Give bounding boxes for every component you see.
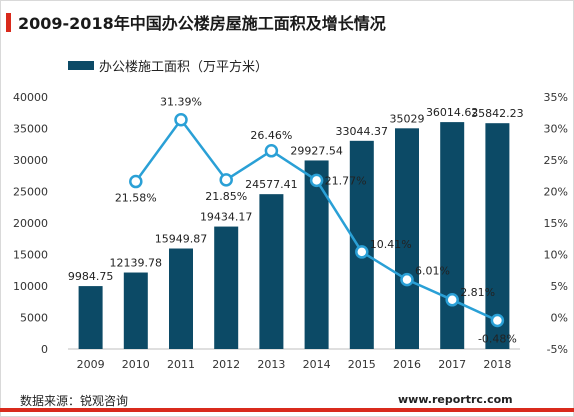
line-value-label: 21.58% [115,192,157,205]
line-point-marker [400,272,414,287]
line-value-label: 10.41% [370,238,412,251]
y-left-tick-label: 40000 [13,91,48,104]
bar-value-label: 24577.41 [245,178,298,191]
legend-label: 办公楼施工面积（万平方米） [99,59,268,75]
bar [78,286,103,349]
bar-value-label: 15949.87 [155,233,208,246]
y-axis-right: -5% 0% 5% 10% 15% 20% 25% 30% 35% [544,91,568,356]
bar-series [78,122,510,349]
data-source-note: 数据来源：锐观咨询 [20,394,129,408]
y-right-tick-label: 5% [551,280,568,293]
x-axis: 2009 2010 2011 2012 2013 2014 2015 2016 2017 2018 [68,348,520,371]
growth-line-series [129,112,505,328]
y-right-tick-label: 15% [544,217,568,230]
bar-value-label: 29927.54 [290,144,343,157]
bar [259,194,284,349]
x-tick-label: 2009 [77,358,105,371]
x-tick-label: 2017 [438,358,466,371]
website-url[interactable]: www.reportrc.com [398,393,513,406]
y-right-tick-label: 10% [544,249,568,262]
line-value-label: 31.39% [160,96,202,109]
legend: 办公楼施工面积（万平方米） [68,59,268,75]
bar [214,226,239,349]
bar-value-label: 33044.37 [336,125,389,138]
line-point-marker [219,173,233,187]
bar [440,122,465,349]
line-value-label: 21.77% [325,174,367,187]
line-point-marker [309,173,324,188]
bar [485,123,510,349]
y-right-tick-label: 35% [544,91,568,104]
bar-data-labels: 9984.7512139.7815949.8719434.1724577.412… [68,106,524,283]
y-left-tick-label: 35000 [13,123,48,136]
title-accent-bar [6,13,11,32]
y-left-tick-label: 0 [41,343,48,356]
line-value-label: 21.85% [205,190,247,203]
bar [123,272,148,349]
y-right-tick-label: 30% [544,123,568,136]
bar-value-label: 35842.23 [471,107,524,120]
y-left-tick-label: 20000 [13,217,48,230]
bar-value-label: 35029 [390,112,425,125]
bar-value-label: 9984.75 [68,270,114,283]
y-right-tick-label: 0% [551,312,568,325]
line-point-marker [264,144,279,158]
line-value-label: 26.46% [250,129,292,142]
legend-swatch [68,61,94,70]
x-tick-label: 2014 [303,358,331,371]
y-left-tick-label: 5000 [20,312,48,325]
y-left-tick-label: 10000 [13,280,48,293]
y-right-tick-label: -5% [547,343,568,356]
x-tick-label: 2013 [257,358,285,371]
x-tick-label: 2012 [212,358,240,371]
x-tick-label: 2018 [483,358,511,371]
y-left-tick-label: 30000 [13,154,48,167]
bar-value-label: 36014.62 [426,106,479,119]
y-left-tick-label: 25000 [13,186,48,199]
line-value-label: 2.81% [460,286,495,299]
bar-value-label: 19434.17 [200,211,253,224]
line-value-label: 6.01% [415,265,450,278]
bottom-accent-rule [0,408,574,412]
x-tick-label: 2011 [167,358,195,371]
line-point-marker [129,174,143,189]
x-tick-label: 2016 [393,358,421,371]
bar [169,248,193,349]
bar [395,128,419,349]
line-data-labels: 21.58% 31.39% 21.85% 26.46% 21.77% 10.41% 6.01… [115,96,517,346]
x-tick-label: 2010 [122,358,150,371]
x-tick-label: 2015 [348,358,376,371]
bar-value-label: 12139.78 [110,257,163,270]
bar [349,140,374,349]
line-value-label: -0.48% [478,333,517,346]
y-left-tick-label: 15000 [13,249,48,262]
line-point-marker [445,293,459,307]
line-point-marker [490,313,505,328]
line-point-marker [174,112,188,127]
y-right-tick-label: 20% [544,186,568,199]
y-axis-left: 0 5000 10000 15000 20000 25000 30000 35000 40000 [13,91,48,356]
bar [304,160,329,349]
line-point-marker [355,245,369,259]
chart-title: 2009-2018年中国办公楼房屋施工面积及增长情况 [18,14,386,33]
y-right-tick-label: 25% [544,154,568,167]
